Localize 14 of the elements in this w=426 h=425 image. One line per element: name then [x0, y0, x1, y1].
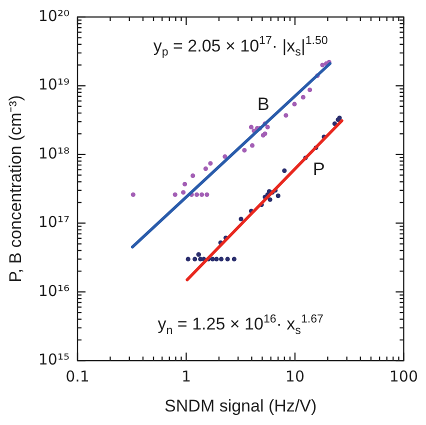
x-tick-label: 10	[285, 367, 305, 386]
x-tick-label: 1	[181, 367, 192, 386]
x-tick-label: 0.1	[66, 367, 90, 386]
annotation: B	[257, 94, 270, 114]
y-tick-label: 10¹⁹	[38, 76, 70, 94]
x-axis-title: SNDM signal (Hz/V)	[164, 396, 317, 416]
y-tick-label: 10¹⁷	[38, 213, 70, 232]
y-tick-label: 10²⁰	[38, 6, 70, 25]
x-tick-label: 100	[389, 367, 418, 386]
y-tick-label: 10¹⁸	[38, 144, 70, 162]
y-tick-label: 10¹⁶	[38, 282, 70, 300]
y-tick-label: 10¹⁵	[38, 350, 70, 368]
y-axis-title: P, B concentration (cm⁻³)	[6, 95, 25, 282]
annotation: P	[312, 159, 325, 180]
